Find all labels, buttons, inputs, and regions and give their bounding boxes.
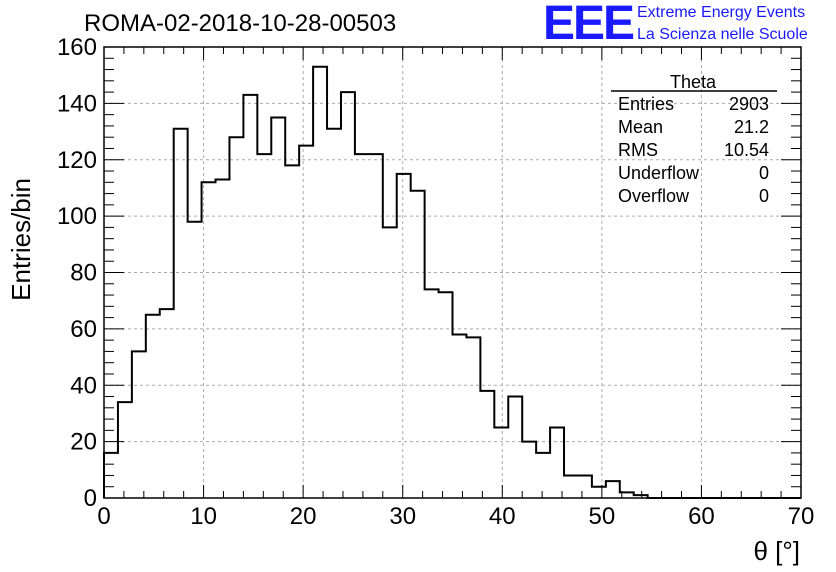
histogram-bin bbox=[104, 453, 118, 498]
y-tick-label: 100 bbox=[57, 203, 97, 230]
stats-label: RMS bbox=[618, 140, 658, 160]
histogram-bin bbox=[592, 487, 606, 498]
y-tick-label: 120 bbox=[57, 147, 97, 174]
stats-value: 10.54 bbox=[724, 140, 769, 160]
run-title: ROMA-02-2018-10-28-00503 bbox=[84, 10, 397, 37]
histogram-bin bbox=[285, 165, 299, 498]
histogram-bin bbox=[118, 402, 132, 498]
histogram-bin bbox=[453, 335, 467, 498]
histogram-bin bbox=[522, 442, 536, 498]
histogram-bin bbox=[383, 227, 397, 498]
x-tick-label: 60 bbox=[688, 503, 715, 530]
histogram-bin bbox=[606, 481, 620, 498]
stats-value: 0 bbox=[759, 186, 769, 206]
logo-line-2: La Scienza nelle Scuole bbox=[637, 26, 808, 43]
y-tick-label: 80 bbox=[70, 260, 97, 287]
histogram-bin bbox=[355, 154, 369, 498]
stats-value: 0 bbox=[759, 163, 769, 183]
stats-box: Theta Entries 2903 Mean 21.2 RMS 10.54 Underfl… bbox=[611, 72, 777, 206]
stats-label: Mean bbox=[618, 117, 663, 137]
x-tick-label: 70 bbox=[788, 503, 815, 530]
histogram-bin bbox=[341, 92, 355, 498]
x-tick-label: 10 bbox=[190, 503, 217, 530]
stats-label: Underflow bbox=[618, 163, 700, 183]
y-tick-label: 0 bbox=[84, 485, 97, 512]
histogram-bin bbox=[439, 292, 453, 498]
histogram-bin bbox=[425, 289, 439, 498]
y-tick-label: 60 bbox=[70, 316, 97, 343]
histogram-bin bbox=[508, 397, 522, 498]
histogram-bin bbox=[174, 129, 188, 498]
histogram-bin bbox=[132, 351, 146, 498]
histogram-bin bbox=[634, 495, 648, 498]
x-tick-label: 20 bbox=[290, 503, 317, 530]
histogram-series bbox=[103, 65, 801, 499]
histogram-bin bbox=[494, 428, 508, 498]
y-tick-labels: 0 20 40 60 80 100 120 140 160 bbox=[57, 34, 97, 512]
y-tick-label: 40 bbox=[70, 372, 97, 399]
histogram-bin bbox=[188, 222, 202, 498]
histogram-bin bbox=[369, 154, 383, 498]
histogram-bin bbox=[299, 146, 313, 498]
y-tick-label: 160 bbox=[57, 34, 97, 61]
histogram-bin bbox=[466, 337, 480, 498]
histogram-bin bbox=[480, 391, 494, 498]
histogram-bin bbox=[313, 67, 327, 498]
histogram-bin bbox=[160, 309, 174, 498]
x-tick-label: 30 bbox=[389, 503, 416, 530]
eee-logo: EEE bbox=[543, 0, 635, 50]
x-tick-label: 0 bbox=[97, 503, 110, 530]
stats-label: Overflow bbox=[618, 186, 690, 206]
histogram-bin bbox=[536, 453, 550, 498]
histogram-bin bbox=[550, 428, 564, 498]
histogram-bin bbox=[216, 179, 230, 498]
x-axis-label: θ [°] bbox=[753, 536, 800, 566]
histogram-bin bbox=[620, 492, 634, 498]
stats-title: Theta bbox=[670, 72, 717, 92]
stats-value: 21.2 bbox=[734, 117, 769, 137]
histogram-bin bbox=[146, 315, 160, 498]
stats-label: Entries bbox=[618, 94, 674, 114]
y-tick-label: 140 bbox=[57, 90, 97, 117]
histogram-bin bbox=[271, 117, 285, 498]
histogram-bin bbox=[243, 95, 257, 498]
x-tick-label: 40 bbox=[489, 503, 516, 530]
x-tick-labels: 0 10 20 30 40 50 60 70 bbox=[97, 503, 814, 530]
histogram-bins bbox=[104, 67, 648, 498]
logo-line-1: Extreme Energy Events bbox=[637, 4, 806, 21]
histogram-bin bbox=[257, 154, 271, 498]
histogram-bin bbox=[202, 182, 216, 498]
y-tick-label: 20 bbox=[70, 429, 97, 456]
histogram-bin bbox=[578, 475, 592, 498]
histogram-bin bbox=[327, 129, 341, 498]
histogram-bin bbox=[397, 174, 411, 498]
histogram-bin bbox=[411, 191, 425, 498]
stats-value: 2903 bbox=[729, 94, 769, 114]
axis-ticks bbox=[103, 46, 802, 499]
histogram-bin bbox=[564, 475, 578, 498]
y-axis-label: Entries/bin bbox=[6, 178, 36, 301]
histogram-bin bbox=[229, 137, 243, 498]
x-tick-label: 50 bbox=[589, 503, 616, 530]
